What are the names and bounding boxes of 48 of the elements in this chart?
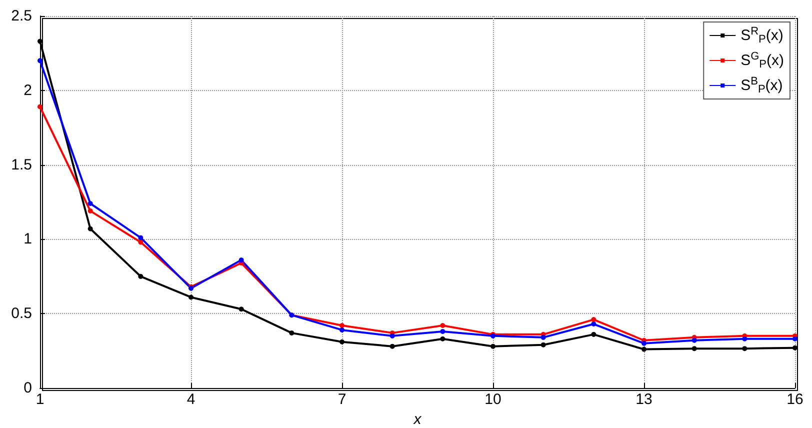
x-tick-label: 4 bbox=[186, 391, 196, 408]
point bbox=[340, 339, 344, 344]
x-tick-label: 13 bbox=[636, 391, 652, 408]
point bbox=[792, 336, 798, 342]
point bbox=[38, 104, 42, 110]
point bbox=[138, 235, 144, 240]
point bbox=[440, 323, 446, 328]
point bbox=[440, 336, 446, 342]
point bbox=[340, 323, 344, 328]
point bbox=[138, 240, 144, 245]
y-tick-label: 2.5 bbox=[11, 8, 32, 24]
point bbox=[289, 330, 294, 336]
point bbox=[692, 346, 697, 352]
y-tick-label: 0 bbox=[24, 380, 32, 396]
point bbox=[792, 345, 798, 350]
point bbox=[490, 344, 496, 349]
point bbox=[742, 336, 748, 342]
x-tick-label: 10 bbox=[484, 391, 502, 408]
point bbox=[642, 340, 646, 346]
point bbox=[238, 258, 244, 263]
y-tick-label: 2 bbox=[24, 82, 32, 99]
point bbox=[742, 346, 748, 352]
point bbox=[642, 346, 646, 352]
point bbox=[540, 342, 546, 348]
point bbox=[390, 333, 395, 338]
y-tick-label: 1 bbox=[24, 230, 32, 248]
point bbox=[138, 274, 144, 279]
x-tick-label: 7 bbox=[338, 391, 346, 408]
point bbox=[88, 226, 93, 232]
point bbox=[591, 322, 596, 327]
point bbox=[692, 338, 697, 343]
x-tick-label: 1 bbox=[36, 391, 44, 408]
point bbox=[238, 306, 244, 312]
point bbox=[340, 327, 344, 332]
point bbox=[88, 200, 93, 206]
x-tick-label: 16 bbox=[786, 391, 804, 408]
point bbox=[38, 38, 42, 44]
point bbox=[591, 332, 596, 337]
y-tick-label: 0.5 bbox=[11, 305, 32, 322]
point bbox=[591, 317, 596, 322]
point bbox=[38, 58, 42, 64]
point bbox=[440, 328, 446, 334]
point bbox=[390, 344, 395, 349]
x-axis-title: x bbox=[412, 411, 422, 428]
point bbox=[88, 208, 93, 214]
point bbox=[188, 294, 194, 300]
y-tick-label: 1.5 bbox=[11, 156, 32, 174]
point bbox=[540, 334, 546, 340]
